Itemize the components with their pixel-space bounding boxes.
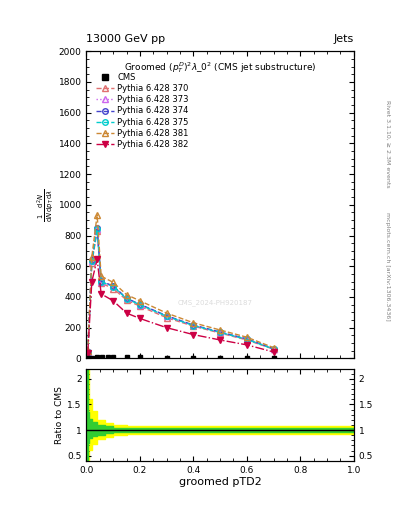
Text: Rivet 3.1.10, ≥ 2.3M events: Rivet 3.1.10, ≥ 2.3M events bbox=[385, 99, 390, 187]
Text: mcplots.cern.ch [arXiv:1306.3436]: mcplots.cern.ch [arXiv:1306.3436] bbox=[385, 212, 390, 321]
X-axis label: groomed pTD2: groomed pTD2 bbox=[179, 477, 261, 487]
Text: 13000 GeV pp: 13000 GeV pp bbox=[86, 33, 165, 44]
Y-axis label: Ratio to CMS: Ratio to CMS bbox=[55, 386, 64, 444]
Y-axis label: $\frac{1}{\mathrm{d}N}\frac{\mathrm{d}^2N}{\mathrm{d}p_\mathrm{T}\,\mathrm{d}\la: $\frac{1}{\mathrm{d}N}\frac{\mathrm{d}^2… bbox=[35, 188, 56, 222]
Text: Jets: Jets bbox=[333, 33, 354, 44]
Text: CMS_2024-PH920187: CMS_2024-PH920187 bbox=[177, 300, 252, 307]
Text: Groomed $(p_T^D)^2\lambda\_0^2$ (CMS jet substructure): Groomed $(p_T^D)^2\lambda\_0^2$ (CMS jet… bbox=[124, 60, 316, 75]
Legend: CMS, Pythia 6.428 370, Pythia 6.428 373, Pythia 6.428 374, Pythia 6.428 375, Pyt: CMS, Pythia 6.428 370, Pythia 6.428 373,… bbox=[93, 71, 191, 151]
